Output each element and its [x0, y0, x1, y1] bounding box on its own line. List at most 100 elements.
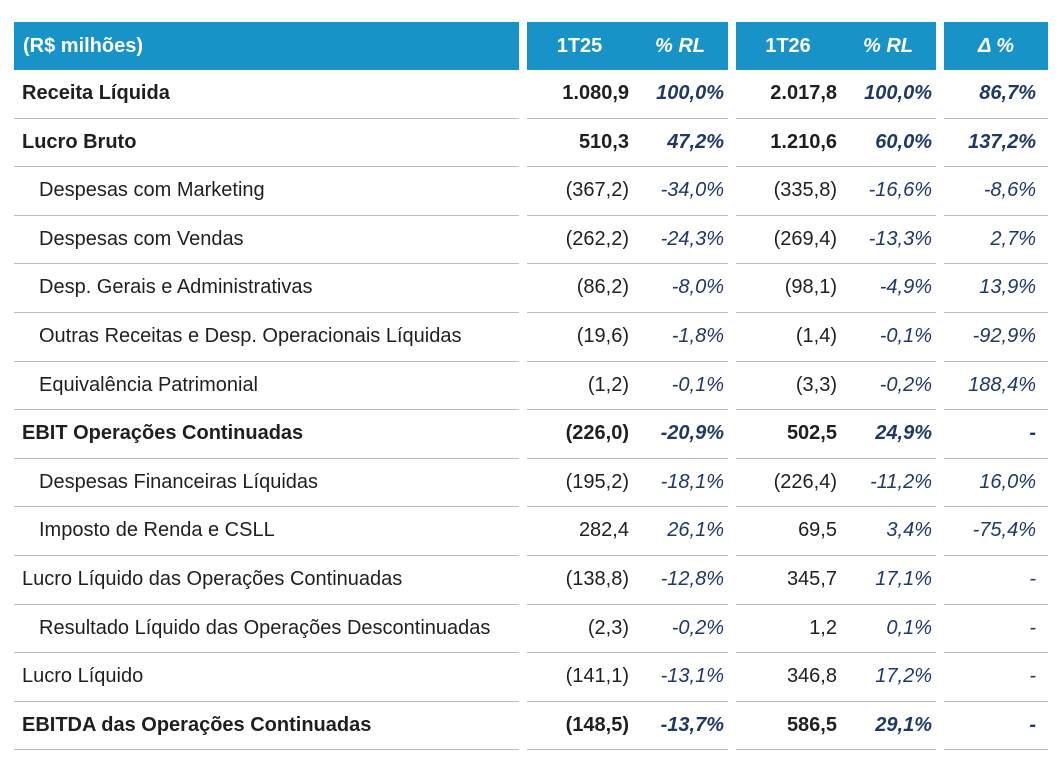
delta-pct: 16,0% — [944, 459, 1048, 508]
column-gap — [728, 313, 736, 362]
value-1t25: 282,4 — [527, 507, 632, 556]
pct-rl-1t26: 3,4% — [840, 507, 936, 556]
column-gap — [519, 507, 527, 556]
column-gap — [519, 313, 527, 362]
pct-rl-1t25: -13,7% — [632, 702, 728, 751]
table-row: Despesas com Vendas (262,2) -24,3% (269,… — [14, 216, 1048, 265]
value-1t25: (195,2) — [527, 459, 632, 508]
column-gap — [936, 264, 944, 313]
row-label: Despesas com Vendas — [14, 216, 519, 265]
column-gap — [936, 507, 944, 556]
pct-rl-1t25: -0,2% — [632, 605, 728, 654]
value-1t25: (86,2) — [527, 264, 632, 313]
row-label: Equivalência Patrimonial — [14, 362, 519, 411]
column-gap — [936, 605, 944, 654]
pct-rl-1t25: -1,8% — [632, 313, 728, 362]
column-gap — [728, 119, 736, 168]
column-gap — [936, 216, 944, 265]
income-statement-table: (R$ milhões) 1T25 % RL 1T26 % RL Δ % Rec… — [14, 22, 1048, 751]
header-unit-label: (R$ milhões) — [14, 22, 519, 70]
value-1t26: 1.210,6 — [736, 119, 840, 168]
pct-rl-1t26: -11,2% — [840, 459, 936, 508]
column-gap — [728, 264, 736, 313]
value-1t26: (3,3) — [736, 362, 840, 411]
column-gap — [519, 702, 527, 751]
value-1t26: (1,4) — [736, 313, 840, 362]
delta-pct: - — [944, 556, 1048, 605]
header-col-pct-rl-1: % RL — [632, 22, 728, 70]
column-gap — [728, 459, 736, 508]
delta-pct: - — [944, 653, 1048, 702]
value-1t25: 1.080,9 — [527, 70, 632, 119]
column-gap — [519, 119, 527, 168]
value-1t26: 69,5 — [736, 507, 840, 556]
value-1t26: (335,8) — [736, 167, 840, 216]
column-gap — [728, 702, 736, 751]
delta-pct: 188,4% — [944, 362, 1048, 411]
row-label: Outras Receitas e Desp. Operacionais Líq… — [14, 313, 519, 362]
table-row: Lucro Líquido (141,1) -13,1% 346,8 17,2%… — [14, 653, 1048, 702]
column-gap — [519, 362, 527, 411]
column-gap — [519, 70, 527, 119]
pct-rl-1t26: 0,1% — [840, 605, 936, 654]
value-1t25: (262,2) — [527, 216, 632, 265]
row-label: Lucro Bruto — [14, 119, 519, 168]
column-gap — [936, 459, 944, 508]
table-row: Outras Receitas e Desp. Operacionais Líq… — [14, 313, 1048, 362]
pct-rl-1t26: -16,6% — [840, 167, 936, 216]
pct-rl-1t26: 17,1% — [840, 556, 936, 605]
table-row: Lucro Bruto 510,3 47,2% 1.210,6 60,0% 13… — [14, 119, 1048, 168]
pct-rl-1t25: 47,2% — [632, 119, 728, 168]
table-row: Resultado Líquido das Operações Desconti… — [14, 605, 1048, 654]
row-label: Desp. Gerais e Administrativas — [14, 264, 519, 313]
column-gap — [519, 605, 527, 654]
column-gap — [519, 459, 527, 508]
value-1t25: (19,6) — [527, 313, 632, 362]
table-row: EBIT Operações Continuadas (226,0) -20,9… — [14, 410, 1048, 459]
column-gap — [728, 605, 736, 654]
delta-pct: -75,4% — [944, 507, 1048, 556]
column-gap — [936, 70, 944, 119]
table-row: Lucro Líquido das Operações Continuadas … — [14, 556, 1048, 605]
column-gap — [936, 167, 944, 216]
column-gap — [728, 70, 736, 119]
pct-rl-1t26: 17,2% — [840, 653, 936, 702]
row-label: Lucro Líquido das Operações Continuadas — [14, 556, 519, 605]
pct-rl-1t25: -20,9% — [632, 410, 728, 459]
column-gap — [936, 702, 944, 751]
column-gap — [519, 216, 527, 265]
value-1t25: (226,0) — [527, 410, 632, 459]
delta-pct: 137,2% — [944, 119, 1048, 168]
value-1t26: 2.017,8 — [736, 70, 840, 119]
row-label: Receita Líquida — [14, 70, 519, 119]
table-body: Receita Líquida 1.080,9 100,0% 2.017,8 1… — [14, 70, 1048, 751]
row-label: Resultado Líquido das Operações Desconti… — [14, 605, 519, 654]
value-1t25: (148,5) — [527, 702, 632, 751]
pct-rl-1t25: 26,1% — [632, 507, 728, 556]
value-1t25: 510,3 — [527, 119, 632, 168]
table-header-row: (R$ milhões) 1T25 % RL 1T26 % RL Δ % — [14, 22, 1048, 70]
header-col-delta-pct: Δ % — [944, 22, 1048, 70]
pct-rl-1t26: -4,9% — [840, 264, 936, 313]
header-col-1t26: 1T26 — [736, 22, 840, 70]
delta-pct: - — [944, 702, 1048, 751]
pct-rl-1t25: -8,0% — [632, 264, 728, 313]
pct-rl-1t25: -13,1% — [632, 653, 728, 702]
column-gap — [936, 556, 944, 605]
column-gap — [519, 556, 527, 605]
delta-pct: - — [944, 605, 1048, 654]
column-gap — [728, 362, 736, 411]
column-gap — [519, 264, 527, 313]
pct-rl-1t25: -24,3% — [632, 216, 728, 265]
value-1t26: (98,1) — [736, 264, 840, 313]
table-row: EBITDA das Operações Continuadas (148,5)… — [14, 702, 1048, 751]
column-gap — [728, 167, 736, 216]
pct-rl-1t26: -13,3% — [840, 216, 936, 265]
value-1t25: (2,3) — [527, 605, 632, 654]
header-gap — [728, 22, 736, 70]
row-label: Imposto de Renda e CSLL — [14, 507, 519, 556]
table-row: Despesas Financeiras Líquidas (195,2) -1… — [14, 459, 1048, 508]
column-gap — [936, 362, 944, 411]
column-gap — [728, 410, 736, 459]
column-gap — [519, 410, 527, 459]
